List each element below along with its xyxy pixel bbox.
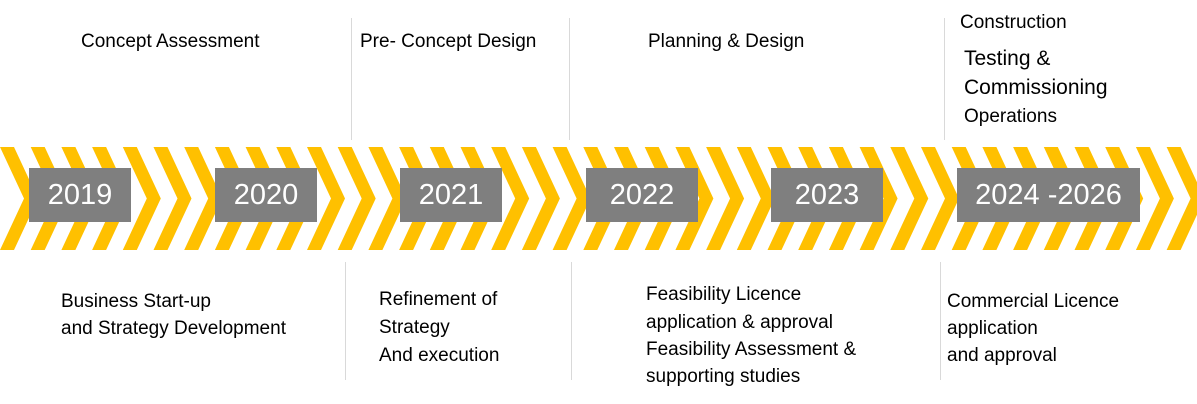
desc-refinement-line3: And execution <box>379 345 500 366</box>
chevron-stripe <box>368 147 407 250</box>
desc-commercial-line1: Commercial Licence <box>947 291 1120 312</box>
desc-feasibility-line4: supporting studies <box>646 366 801 387</box>
year-box-2019: 2019 <box>29 168 131 222</box>
desc-business-startup-line2: and Strategy Development <box>61 318 286 339</box>
chevron-stripe <box>184 147 223 250</box>
chevron-stripe <box>675 147 714 250</box>
phase-commissioning: Commissioning <box>964 76 1108 99</box>
divider-bottom-1 <box>345 262 346 380</box>
chevron-stripe <box>1166 147 1197 250</box>
chevron-stripe <box>921 147 959 250</box>
desc-feasibility-line1: Feasibility Licence <box>646 284 802 305</box>
chevron-stripe <box>307 147 345 250</box>
divider-bottom-2 <box>571 262 572 380</box>
divider-bottom-3 <box>940 262 941 380</box>
chevron-stripe <box>890 147 929 250</box>
chevron-stripe <box>337 147 376 250</box>
phase-concept-assessment: Concept Assessment <box>81 31 260 52</box>
year-box-2023: 2023 <box>771 168 883 222</box>
chevron-stripe <box>552 147 591 250</box>
year-box-2022: 2022 <box>586 168 698 222</box>
divider-top-3 <box>944 18 945 140</box>
year-box-2021: 2021 <box>400 168 502 222</box>
year-box-2024-2026: 2024 -2026 <box>957 168 1140 222</box>
divider-top-1 <box>351 18 352 140</box>
desc-refinement-line1: Refinement of <box>379 289 498 310</box>
chevron-stripe <box>521 147 560 250</box>
chevron-stripe <box>122 147 161 250</box>
chevron-stripe <box>706 147 745 250</box>
desc-business-startup-line1: Business Start-up <box>61 291 211 312</box>
phase-pre-concept-design: Pre- Concept Design <box>360 31 537 52</box>
phase-planning-design: Planning & Design <box>648 31 805 52</box>
chevron-stripe <box>491 147 530 250</box>
desc-feasibility-line2: application & approval <box>646 312 833 333</box>
phase-testing: Testing & <box>964 47 1051 70</box>
desc-refinement-line2: Strategy <box>379 317 450 338</box>
phase-operations: Operations <box>964 106 1057 127</box>
chevron-stripe <box>736 147 775 250</box>
desc-commercial-line2: application <box>947 318 1038 339</box>
divider-top-2 <box>569 18 570 140</box>
phase-construction: Construction <box>960 12 1067 33</box>
desc-feasibility-line3: Feasibility Assessment & <box>646 339 857 360</box>
chevron-stripe <box>153 147 192 250</box>
desc-commercial-line3: and approval <box>947 345 1057 366</box>
year-box-2020: 2020 <box>215 168 317 222</box>
chevron-stripe <box>859 147 898 250</box>
chevron-stripe <box>1135 147 1174 250</box>
